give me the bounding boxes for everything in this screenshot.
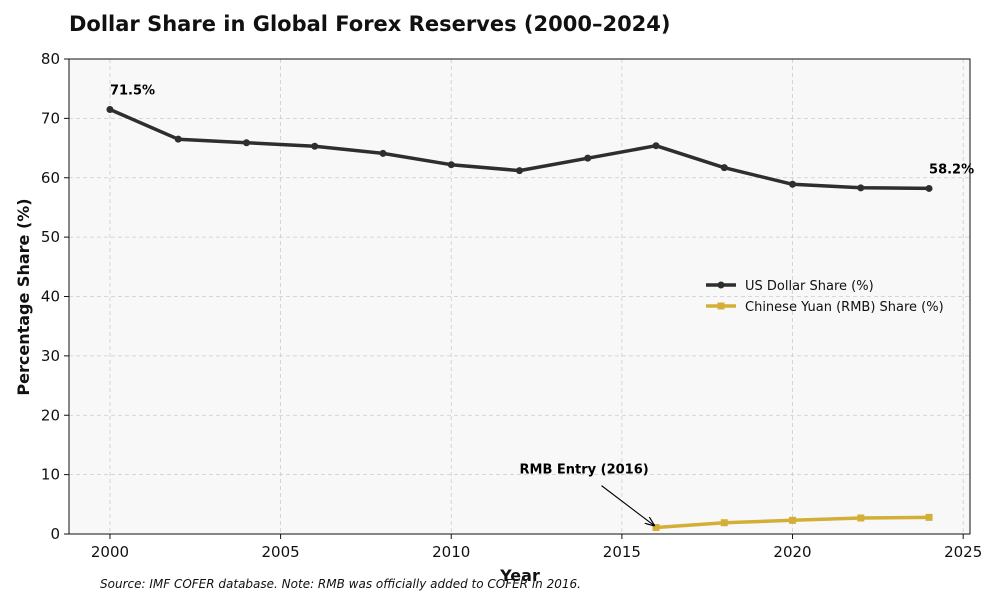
- x-tick-label: 2020: [773, 543, 811, 561]
- data-point: [447, 161, 455, 169]
- y-tick-label: 40: [41, 288, 60, 306]
- data-point: [584, 154, 592, 162]
- data-point: [925, 184, 933, 192]
- annotation-arrow: [601, 485, 655, 526]
- data-point: [925, 513, 933, 521]
- series-layer: [106, 105, 933, 531]
- x-axis-label: Year: [499, 566, 540, 585]
- data-point: [652, 142, 660, 150]
- x-tick-label: 2010: [432, 543, 470, 561]
- data-point: [106, 105, 114, 113]
- x-tick-label: 2005: [262, 543, 300, 561]
- legend-marker-usd: [717, 281, 725, 289]
- y-tick-label: 70: [41, 109, 60, 127]
- y-tick-label: 20: [41, 406, 60, 424]
- data-point: [789, 180, 797, 188]
- y-tick-label: 60: [41, 169, 60, 187]
- annotation-label: 58.2%: [929, 162, 974, 177]
- y-axis-label: Percentage Share (%): [14, 198, 33, 395]
- annotation-label: RMB Entry (2016): [520, 463, 649, 478]
- grid: [69, 59, 970, 534]
- y-tick-label: 10: [41, 466, 60, 484]
- data-point: [174, 135, 182, 143]
- legend-marker-rmb: [717, 302, 725, 310]
- chart-title: Dollar Share in Global Forex Reserves (2…: [69, 12, 671, 36]
- legend: US Dollar Share (%) Chinese Yuan (RMB) S…: [706, 279, 944, 315]
- legend-label-rmb: Chinese Yuan (RMB) Share (%): [745, 300, 944, 315]
- data-point: [857, 184, 865, 192]
- y-tick-label: 50: [41, 228, 60, 246]
- y-tick-label: 30: [41, 347, 60, 365]
- data-point: [311, 142, 319, 150]
- data-point: [720, 164, 728, 172]
- data-point: [242, 139, 250, 147]
- legend-label-usd: US Dollar Share (%): [745, 279, 874, 294]
- annotation-label: 71.5%: [110, 83, 155, 98]
- data-point: [516, 167, 523, 175]
- data-point: [857, 514, 865, 522]
- y-tick-label: 0: [50, 525, 60, 543]
- x-tick-label: 2025: [944, 543, 982, 561]
- axis-ticks: 2000 2005 2010 2015 2020 2025 0 10 20 30 40 50 60 70 8…: [41, 50, 982, 561]
- source-note: Source: IMF COFER database. Note: RMB wa…: [100, 577, 581, 591]
- data-point: [789, 516, 797, 524]
- data-point: [652, 523, 660, 531]
- y-tick-label: 80: [41, 50, 60, 68]
- x-tick-label: 2015: [603, 543, 641, 561]
- x-tick-label: 2000: [91, 543, 129, 561]
- data-point: [720, 519, 728, 527]
- annotations: 71.5% 58.2% RMB Entry (2016): [110, 83, 974, 525]
- data-point: [379, 149, 387, 157]
